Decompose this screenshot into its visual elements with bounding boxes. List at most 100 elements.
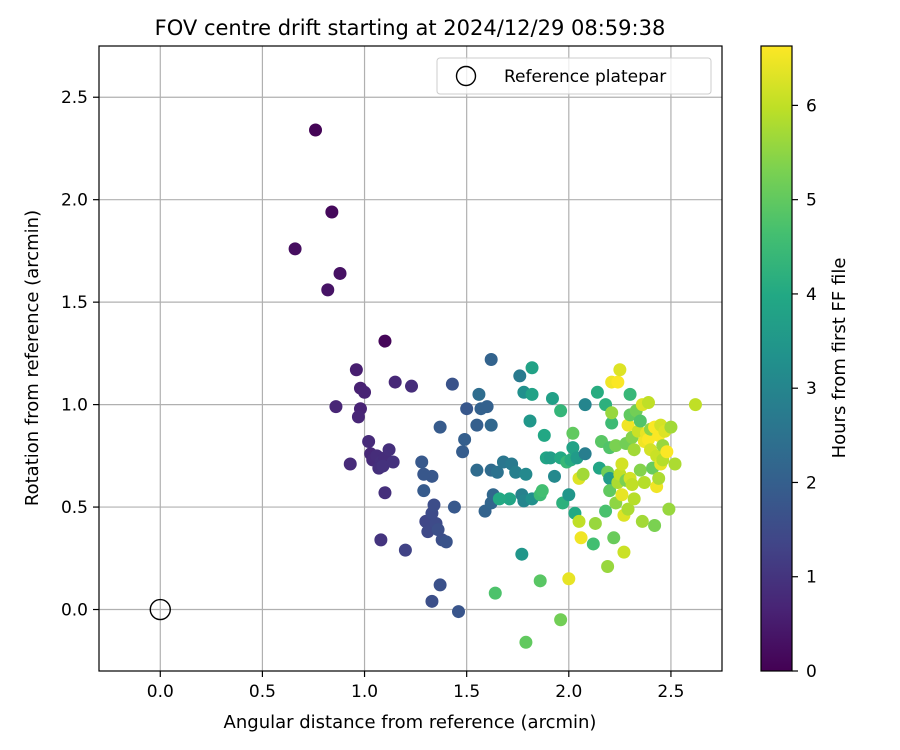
scatter-point [548,469,562,483]
scatter-point [641,432,655,446]
scatter-point [621,502,635,516]
scatter-point [566,426,580,440]
scatter-point [605,406,619,420]
colorbar-tick-label: 4 [806,285,817,305]
plot-frame [98,45,723,672]
scatter-point [605,416,619,430]
scatter-point [615,488,629,502]
colorbar: 0 1 2 3 4 5 6 Hours from first FF file [760,45,850,682]
scatter-point [417,484,431,498]
legend-box [436,57,712,95]
scatter-point [668,457,682,471]
scatter-point [484,353,498,367]
x-tick-label: 2.0 [555,682,582,702]
scatter-point [574,531,588,545]
scatter-point [362,434,376,448]
scatter-point [382,443,396,457]
scatter-point [433,420,447,434]
colorbar-label: Hours from first FF file [829,258,850,459]
x-tick-label: 0.0 [147,682,174,702]
scatter-point [343,457,357,471]
scatter-point [445,377,459,391]
scatter-point [427,498,441,512]
y-axis-label: Rotation from reference (arcmin) [22,210,43,506]
scatter-point [627,492,641,506]
scatter-point [664,420,678,434]
colorbar-tick-label: 3 [806,379,817,399]
scatter-point [417,467,431,481]
scatter-point [349,363,363,377]
scatter-point [376,459,390,473]
scatter-point [405,379,419,393]
scatter-point [625,478,639,492]
scatter-point [325,205,339,219]
scatter-point [688,398,702,412]
scatter-point [533,574,547,588]
scatter-point [329,400,343,414]
scatter-point [617,545,631,559]
y-tick-label: 1.5 [61,293,88,313]
scatter-point [519,467,533,481]
scatter-point [515,547,529,561]
x-tick-label: 1.5 [453,682,480,702]
legend-entry-label: Reference platepar [504,67,666,87]
scatter-point [662,502,676,516]
scatter-point [633,463,647,477]
scatter-point [525,361,539,375]
colorbar-tick-label: 5 [806,191,817,211]
colorbar-tick-label: 0 [806,662,817,682]
scatter-point [562,488,576,502]
scatter-point [554,404,568,418]
data-points [288,123,702,649]
scatter-point [513,369,527,383]
scatter-point [578,398,592,412]
scatter-point [433,578,447,592]
legend-reference-marker [455,65,477,87]
colorbar-tick-label: 1 [806,568,817,588]
x-tick-label: 1.0 [351,682,378,702]
scatter-point [590,385,604,399]
scatter-point [490,465,504,479]
reference-marker [149,598,171,621]
scatter-point [660,445,674,459]
scatter-point [543,451,557,465]
scatter-point [288,242,302,256]
y-tick-label: 2.5 [61,88,88,108]
scatter-point [599,504,613,518]
scatter-point [333,266,347,280]
scatter-point [523,414,537,428]
scatter-point [641,396,655,410]
scatter-point [623,387,637,401]
scatter-point [586,537,600,551]
grid-lines [99,46,722,671]
scatter-point [460,402,474,416]
scatter-point [425,594,439,608]
scatter-point [588,516,602,530]
scatter-point [456,445,470,459]
colorbar-ticks: 0 1 2 3 4 5 6 [792,96,817,682]
x-tick-label: 2.5 [657,682,684,702]
scatter-point [611,375,625,389]
colorbar-gradient [760,45,793,672]
scatter-point [615,457,629,471]
scatter-point [535,484,549,498]
scatter-point [415,455,429,469]
x-axis-ticks: 0.0 0.5 1.0 1.5 2.0 2.5 [147,671,684,702]
scatter-point [431,523,445,537]
scatter-point [609,439,623,453]
scatter-point [562,572,576,586]
scatter-point [447,500,461,514]
scatter-point [519,635,533,649]
scatter-point [309,123,323,137]
scatter-point [439,535,453,549]
scatter-point [374,533,388,547]
scatter-point [621,418,635,432]
scatter-point [488,586,502,600]
reference-platepar-point [149,598,171,621]
scatter-point [378,334,392,348]
scatter-point [537,428,551,442]
legend: Reference platepar [436,57,712,95]
scatter-point [566,441,580,455]
scatter-point [472,387,486,401]
scatter-point [503,492,517,506]
